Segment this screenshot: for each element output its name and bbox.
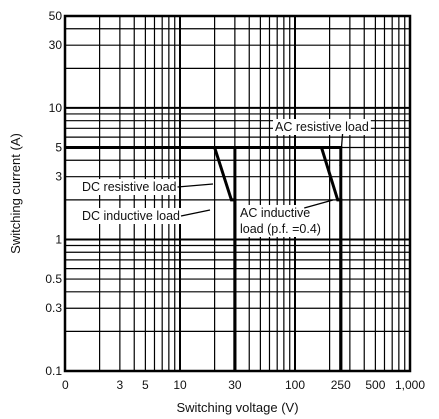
annotation-background (273, 119, 371, 135)
annotation-ac-resistive-load: AC resistive load (275, 120, 369, 134)
y-tick-label: 50 (49, 9, 63, 23)
annotation-ac-inductive: AC inductive (240, 206, 310, 220)
y-tick-label: 0.3 (45, 301, 62, 315)
x-axis-label: Switching voltage (V) (176, 400, 298, 415)
annotation-leader-line (304, 199, 334, 209)
plot-border (63, 14, 412, 373)
plot-frame (63, 14, 412, 373)
annotations: AC resistive load DC resistive load DC ind… (80, 119, 371, 237)
x-tick-label: 500 (365, 378, 385, 392)
y-tick-label: 0.5 (45, 272, 62, 286)
x-tick-label: 30 (228, 378, 242, 392)
y-tick-label: 10 (49, 101, 63, 115)
x-tick-label: 5 (142, 378, 149, 392)
x-tick-labels: 0 3 5 10 30 100 250 500 1,000 (62, 378, 425, 392)
annotation-leader-line (339, 133, 344, 167)
x-tick-label: 10 (173, 378, 187, 392)
y-tick-label: 5 (55, 141, 62, 155)
x-tick-label: 1,000 (395, 378, 425, 392)
annotation-dc-inductive-load: DC inductive load (82, 209, 180, 223)
annotation-dc-resistive-load: DC resistive load (82, 180, 177, 194)
x-tick-label: 0 (62, 378, 69, 392)
y-tick-label: 3 (55, 170, 62, 184)
x-tick-label: 3 (117, 378, 124, 392)
y-tick-labels: 0.1 0.3 0.5 1 3 5 10 30 50 (45, 9, 62, 378)
series-ac-inductive-load-p-f-0-4 (65, 146, 343, 371)
x-tick-label: 100 (285, 378, 305, 392)
annotation-leader-line (180, 209, 211, 217)
y-axis-label: Switching current (A) (8, 133, 23, 254)
annotation-background (80, 179, 179, 195)
annotation-background (80, 208, 183, 224)
annotation-background (238, 221, 323, 237)
annotation-background (238, 205, 313, 221)
annotation-leader-line (177, 183, 214, 188)
series-layer (65, 146, 343, 371)
grid (65, 16, 410, 371)
x-tick-label: 250 (331, 378, 351, 392)
y-tick-label: 0.1 (45, 364, 62, 378)
annotation-load-p-f-0-4: load (p.f. =0.4) (240, 222, 321, 236)
y-tick-label: 1 (55, 232, 62, 246)
y-tick-label: 30 (49, 38, 63, 52)
